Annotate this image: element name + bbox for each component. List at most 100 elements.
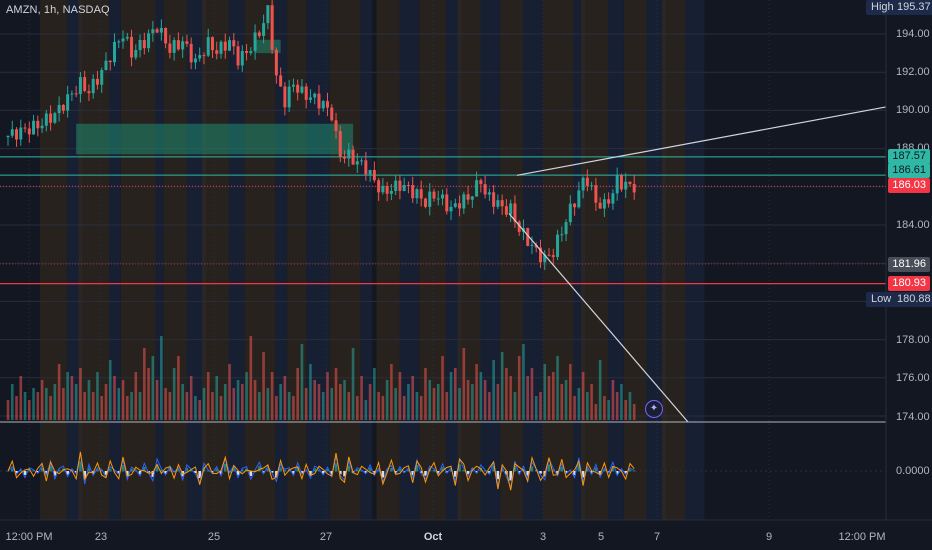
volume-bar [275, 396, 278, 420]
macd-histogram-bar [551, 469, 555, 472]
macd-histogram-bar [292, 471, 295, 474]
candle-body [57, 104, 61, 114]
candle-body [206, 37, 210, 56]
volume-bar [104, 384, 108, 420]
volume-bar [488, 392, 491, 420]
macd-histogram-bar [125, 471, 129, 476]
macd-histogram-bar [87, 467, 91, 472]
volume-bar [304, 388, 308, 420]
level-label-181-96[interactable]: 181.96 [888, 257, 930, 272]
candle-body [100, 70, 104, 85]
assistant-sparkle-icon[interactable]: ✦ [645, 400, 663, 418]
candle-body [304, 86, 308, 100]
candle-body [496, 200, 500, 207]
macd-zero-tick: 0.0000 [896, 465, 930, 477]
macd-histogram-bar [573, 471, 576, 476]
horizontal-levels[interactable] [0, 156, 886, 285]
candle-body [249, 51, 253, 54]
volume-bar [445, 392, 449, 420]
candle-body [181, 41, 185, 50]
trend-lines[interactable] [508, 105, 889, 423]
volume-bar [343, 380, 346, 420]
volume-bar [394, 388, 397, 420]
candle-body [343, 156, 347, 159]
session-band [480, 0, 500, 520]
macd-histogram-bar [338, 471, 342, 475]
candle-body [232, 40, 236, 47]
volume-bar [91, 392, 95, 420]
candle-body [432, 191, 436, 199]
price-tick: 178.00 [896, 334, 930, 346]
macd-histogram-bar [185, 467, 189, 472]
session-band [607, 0, 624, 520]
candle-body [270, 5, 274, 50]
candle-body [347, 149, 351, 159]
candle-body [624, 181, 628, 190]
macd-histogram-bar [441, 467, 444, 472]
macd-histogram-bar [215, 468, 219, 472]
candle-body [449, 206, 453, 212]
macd-histogram-bar [155, 464, 159, 472]
candle-body [210, 37, 214, 51]
session-band [244, 0, 276, 520]
candle-body [189, 43, 193, 63]
level-label-187-57[interactable]: 187.57 [888, 149, 930, 164]
macd-histogram-bar [407, 469, 410, 472]
volume-bar [228, 364, 231, 420]
macd-histogram-bar [458, 464, 461, 472]
volume-bar [134, 372, 138, 420]
macd-histogram-bar [160, 469, 163, 472]
volume-bar [321, 392, 325, 420]
volume-bar [590, 384, 593, 420]
volume-bar [258, 392, 261, 420]
candle-body [389, 190, 393, 194]
candle-body [61, 104, 65, 111]
session-band [163, 0, 187, 520]
candle-body [590, 185, 594, 187]
volume-bar [53, 384, 57, 420]
candle-body [368, 169, 372, 175]
macd-histogram-bar [151, 471, 155, 477]
level-label-180-93[interactable]: 180.93 [888, 276, 930, 291]
candle-body [351, 149, 355, 165]
candle-body [266, 5, 270, 24]
volume-bar [513, 392, 517, 420]
candle-body [581, 177, 585, 191]
candle-body [172, 40, 176, 53]
macd-histogram-bar [534, 469, 538, 472]
macd-histogram-bar [100, 470, 104, 472]
symbol-header[interactable]: AMZN, 1h, NASDAQ [6, 4, 110, 16]
macd-histogram-bar [522, 468, 525, 472]
macd-histogram-bar [198, 471, 201, 479]
macd-histogram-bar [79, 461, 82, 472]
last-price-label[interactable]: 186.03 [888, 178, 930, 193]
macd-histogram-bar [236, 471, 240, 476]
macd-histogram-bar [385, 469, 389, 472]
volume-bar [560, 384, 564, 420]
candle-body [15, 129, 19, 140]
macd-histogram-bar [83, 471, 86, 479]
level-label-186-61[interactable]: 186.61 [888, 163, 930, 178]
volume-bar [172, 368, 176, 420]
volume-bar [360, 376, 363, 420]
candle-body [475, 180, 479, 197]
volume-bar [194, 396, 197, 420]
volume-bar [509, 376, 512, 420]
macd-histogram-bar [624, 471, 627, 474]
volume-bar [292, 396, 295, 420]
volume-bar [530, 368, 534, 420]
macd-histogram-bar [411, 471, 414, 476]
volume-bar [449, 372, 453, 420]
macd-histogram-bar [104, 471, 108, 475]
volume-bar [121, 380, 125, 420]
volume-bar [151, 356, 155, 420]
session-band [399, 0, 419, 520]
candle-body [428, 191, 432, 207]
candle-body [91, 78, 95, 94]
candle-body [458, 203, 462, 209]
supply-demand-zones[interactable] [76, 39, 354, 155]
session-band [155, 0, 164, 520]
